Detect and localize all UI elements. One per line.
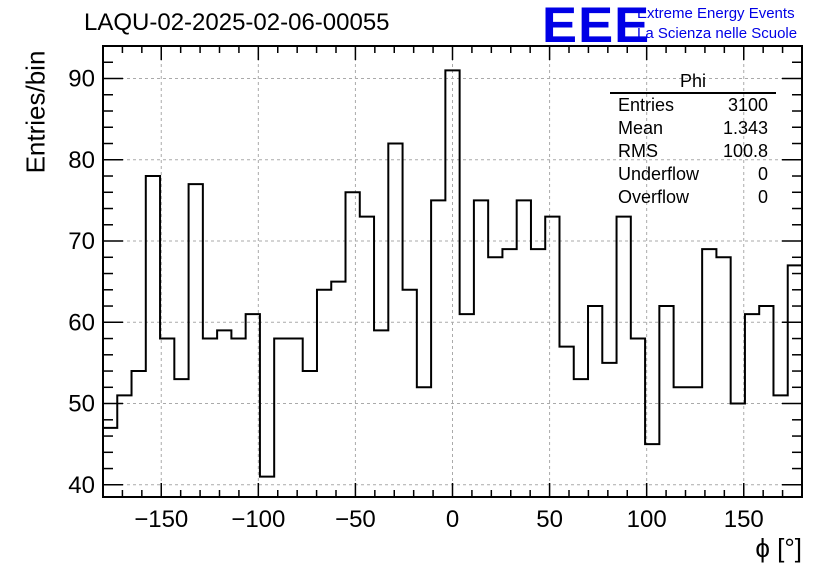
x-tick-label: 0 [446, 506, 459, 533]
stats-title: Phi [610, 70, 776, 94]
x-tick-label: 50 [536, 506, 563, 533]
x-tick-label: −100 [231, 506, 285, 533]
x-tick-label: −150 [134, 506, 188, 533]
grid [103, 46, 802, 497]
histogram-series [103, 69, 802, 478]
stats-value: 0 [757, 187, 768, 207]
stats-row-mean: Mean 1.343 [610, 117, 776, 140]
stats-label: Underflow [618, 164, 700, 184]
x-tick-label: 150 [724, 506, 764, 533]
axis-ticks [102, 45, 803, 497]
stats-label: Mean [618, 118, 664, 138]
stats-value: 100.8 [722, 141, 768, 161]
chart-title: LAQU-02-2025-02-06-00055 [84, 9, 390, 36]
stats-value: 0 [757, 164, 768, 184]
stats-label: Entries [618, 95, 675, 115]
axis-tick-labels: −150 −100 −50 0 50 100 150 40 50 60 70 80 90 [68, 66, 763, 533]
y-tick-label: 90 [68, 66, 95, 93]
stats-row-overflow: Overflow 0 [610, 186, 776, 209]
logo-line-2: La Scienza nelle Scuole [637, 25, 798, 42]
x-axis-label: ϕ [°] [755, 533, 802, 563]
y-tick-label: 70 [68, 228, 95, 255]
stats-value: 3100 [727, 95, 768, 115]
y-axis-label: Entries/bin [20, 50, 51, 174]
x-tick-label: 100 [627, 506, 667, 533]
stats-row-underflow: Underflow 0 [610, 163, 776, 186]
stats-row-entries: Entries 3100 [610, 94, 776, 117]
y-tick-label: 80 [68, 147, 95, 174]
stats-row-rms: RMS 100.8 [610, 140, 776, 163]
eee-logo: EEE [542, 0, 651, 53]
y-tick-label: 40 [68, 472, 95, 499]
stats-box: Phi Entries 3100 Mean 1.343 RMS 100.8 Under… [610, 70, 776, 209]
stats-value: 1.343 [722, 118, 768, 138]
stats-label: RMS [618, 141, 658, 161]
logo-line-1: Extreme Energy Events [637, 5, 795, 22]
stats-label: Overflow [618, 187, 690, 207]
x-tick-label: −50 [335, 506, 376, 533]
y-tick-label: 50 [68, 391, 95, 418]
y-tick-label: 60 [68, 309, 95, 336]
